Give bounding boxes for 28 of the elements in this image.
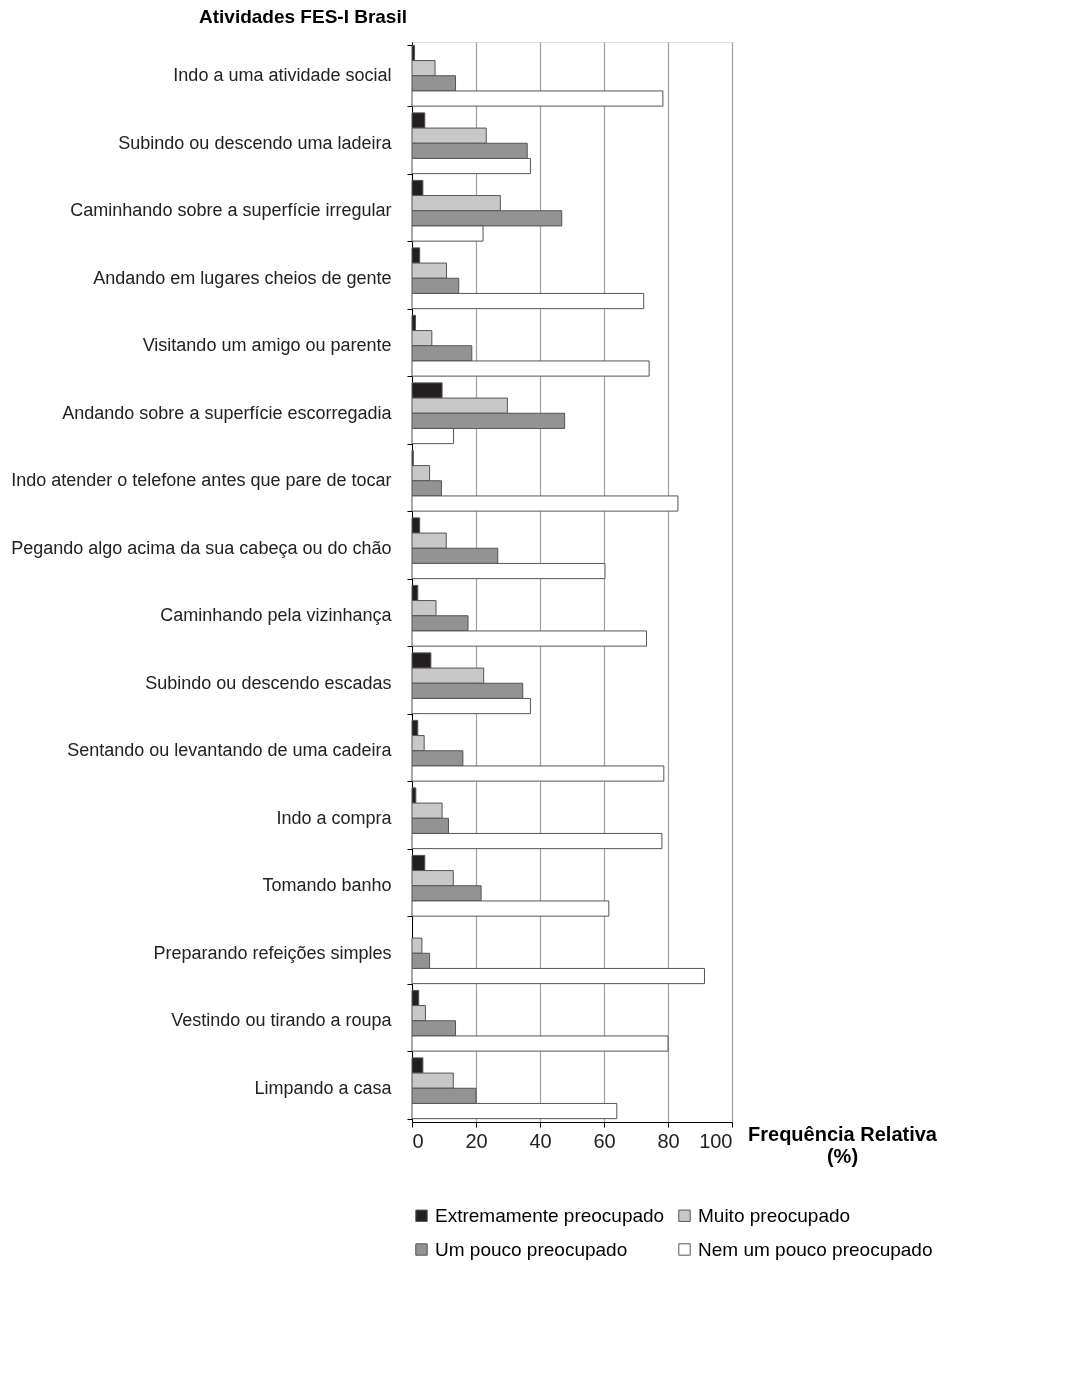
y-tick-label: Indo a uma atividade social [173,65,392,86]
x-tick-label: 0 [412,1129,424,1152]
y-tick-label: Andando em lugares cheios de gente [93,267,392,288]
y-tick-label: Tomando banho [262,875,392,896]
y-tick-label: Limpando a casa [254,1077,393,1098]
y-tick-label: Preparando refeições simples [153,942,392,963]
x-tick-label: 80 [657,1129,680,1152]
x-tick-label: 20 [465,1129,488,1152]
legend-label: Extremamente preocupado [435,1204,665,1226]
y-tick-label: Caminhando sobre a superfície irregular [70,200,392,221]
chart-title: Atividades FES-I Brasil [198,6,407,27]
y-tick-label: Subindo ou descendo escadas [145,672,392,693]
y-tick-label: Andando sobre a superfície escorregadia [62,402,393,423]
x-tick-label: 40 [529,1129,552,1152]
legend-label: Muito preocupado [698,1204,851,1226]
y-tick-label: Indo a compra [276,807,393,828]
y-tick-label: Visitando um amigo ou parente [142,335,392,356]
y-tick-label: Vestindo ou tirando a roupa [171,1010,393,1031]
y-tick-label: Subindo ou descendo uma ladeira [118,132,393,153]
x-tick-label: 100 [699,1129,733,1152]
legend-label: Nem um pouco preocupado [698,1238,933,1260]
y-tick-label: Sentando ou levantando de uma cadeira [67,740,393,761]
y-tick-label: Pegando algo acima da sua cabeça ou do chão [11,537,392,558]
legend-label: Um pouco preocupado [435,1238,628,1260]
y-tick-label: Caminhando pela vizinhança [160,605,393,626]
x-axis-title: Frequência Relativa (%) [748,1122,938,1167]
y-tick-label: Indo atender o telefone antes que pare de tocar [11,470,392,491]
x-tick-label: 60 [593,1129,616,1152]
